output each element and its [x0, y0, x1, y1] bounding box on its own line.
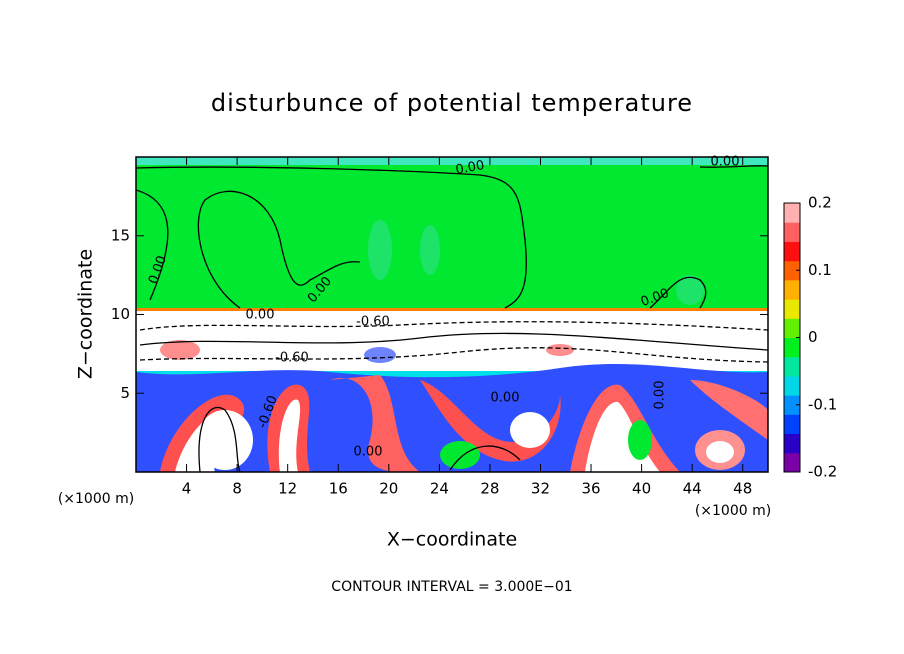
x-tick-label: 44: [683, 480, 702, 498]
x-tick-label: 8: [232, 480, 242, 498]
colorbar-segment: [784, 452, 800, 473]
colorbar-segment: [784, 433, 800, 454]
colorbar-tick-label: 0.2: [808, 194, 832, 212]
x-tick-label: 24: [430, 480, 449, 498]
colorbar-tick-label: -0.2: [808, 463, 837, 481]
x-tick-label: 20: [379, 480, 398, 498]
y-tick-label: 5: [120, 384, 130, 402]
colorbar-segment: [784, 279, 800, 300]
colorbar-tick-label: 0: [808, 328, 818, 346]
x-tick-label: 36: [581, 480, 600, 498]
x-tick-label: 12: [278, 480, 297, 498]
x-tick-label: 40: [632, 480, 651, 498]
colorbar-segment: [784, 241, 800, 262]
colorbar-tick-label: 0.1: [808, 261, 832, 279]
colorbar-tick-label: -0.1: [808, 395, 837, 413]
x-tick-label: 16: [329, 480, 348, 498]
contour-label: 0.00: [653, 381, 668, 410]
colorbar-segment: [784, 414, 800, 435]
chart-title: disturbunce of potential temperature: [211, 89, 693, 117]
y-unit: (×1000 m): [58, 491, 134, 507]
contour-label: 0.00: [491, 391, 520, 406]
colorbar-segment: [784, 260, 800, 281]
x-tick-label: 32: [531, 480, 550, 498]
contour-label: -0.60: [275, 351, 309, 366]
contour-field: [136, 157, 768, 472]
colorbar-segment: [784, 375, 800, 396]
colorbar-segment: [784, 356, 800, 377]
colorbar-segment: [784, 299, 800, 319]
x-unit: (×1000 m): [695, 503, 771, 519]
contour-label: 0.00: [711, 155, 740, 170]
x-tick-label: 48: [733, 480, 752, 498]
y-axis-label: Z−coordinate: [75, 249, 97, 379]
colorbar-segment: [784, 318, 800, 338]
colorbar-segment: [784, 203, 800, 223]
x-axis-label: X−coordinate: [387, 529, 517, 551]
colorbar-segment: [784, 395, 800, 415]
contour-label: 0.00: [354, 445, 383, 460]
colorbar-segment: [784, 222, 800, 242]
contour-label: 0.00: [246, 308, 275, 323]
y-tick-label: 10: [111, 305, 130, 323]
colorbar-segment: [784, 337, 800, 358]
contour-label: 0.00: [454, 158, 485, 178]
x-tick-label: 4: [182, 480, 192, 498]
footer: CONTOUR INTERVAL = 3.000E−01: [331, 579, 572, 595]
contour-label: -0.60: [356, 315, 390, 330]
x-tick-label: 28: [480, 480, 499, 498]
y-tick-label: 15: [111, 226, 130, 244]
